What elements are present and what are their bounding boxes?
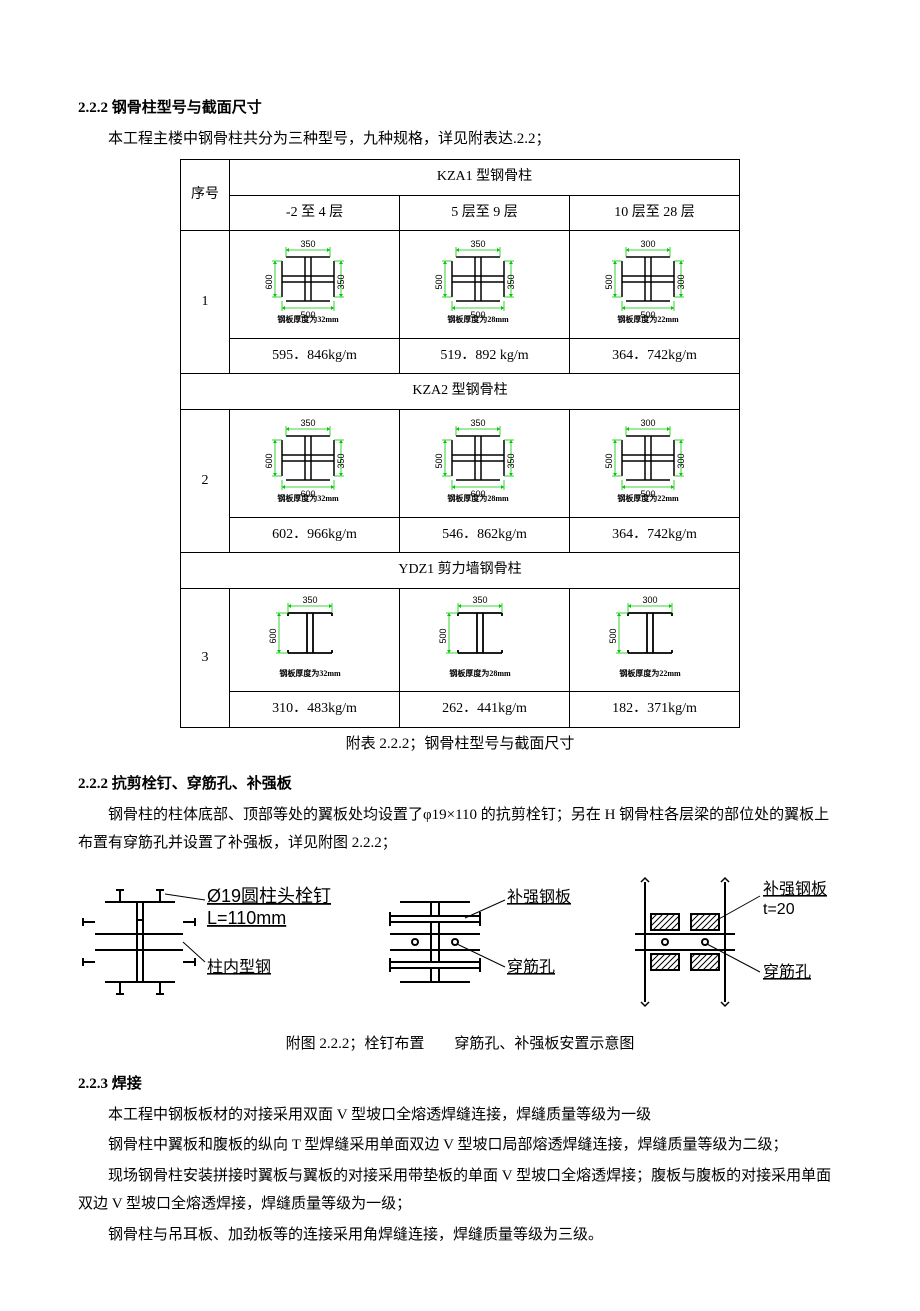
diagram-cell: 350600500350钢板厚度为28mm xyxy=(400,409,570,517)
weight: 310．483kg/m xyxy=(230,692,400,728)
svg-text:500: 500 xyxy=(608,628,618,643)
svg-text:500: 500 xyxy=(604,275,614,290)
seq-num: 1 xyxy=(181,231,230,374)
svg-text:350: 350 xyxy=(336,453,346,468)
diagram-cell: 350500600350钢板厚度为32mm xyxy=(230,231,400,339)
svg-text:500: 500 xyxy=(438,628,448,643)
svg-text:钢板厚度为28mm: 钢板厚度为28mm xyxy=(447,314,509,323)
svg-text:300: 300 xyxy=(640,239,655,249)
weight: 364．742kg/m xyxy=(570,338,740,374)
svg-text:钢板厚度为28mm: 钢板厚度为28mm xyxy=(447,493,509,502)
section-221-heading: 2.2.2 钢骨柱型号与截面尺寸 xyxy=(78,94,842,123)
svg-text:350: 350 xyxy=(300,418,315,428)
svg-text:350: 350 xyxy=(470,418,485,428)
svg-text:350: 350 xyxy=(302,595,317,605)
section-223-p3: 现场钢骨柱安装拼接时翼板与翼板的对接采用带垫板的单面 V 型坡口全熔透焊接；腹板… xyxy=(78,1162,842,1219)
fig1-label3: 柱内型钢 xyxy=(207,958,271,976)
diagram-cell: 350 600 钢板厚度为32mm xyxy=(230,588,400,692)
fig3-label2: 穿筋孔 xyxy=(763,963,811,981)
col-header: -2 至 4 层 xyxy=(230,195,400,231)
svg-text:500: 500 xyxy=(434,275,444,290)
weight: 182．371kg/m xyxy=(570,692,740,728)
svg-text:300: 300 xyxy=(642,595,657,605)
diagram-cell: 350500500350钢板厚度为28mm xyxy=(400,231,570,339)
diagram-cell: 300500500300钢板厚度为22mm xyxy=(570,231,740,339)
svg-text:300: 300 xyxy=(676,275,686,290)
section-223-p1: 本工程中钢板板材的对接采用双面 V 型坡口全熔透焊缝连接，焊缝质量等级为一级 xyxy=(78,1101,842,1130)
svg-text:350: 350 xyxy=(506,275,516,290)
section-223-p2: 钢骨柱中翼板和腹板的纵向 T 型焊缝采用单面双边 V 型坡口局部熔透焊缝连接，焊… xyxy=(78,1131,842,1160)
seq-num: 2 xyxy=(181,409,230,552)
spec-table: 序号 KZA1 型钢骨柱 -2 至 4 层 5 层至 9 层 10 层至 28 … xyxy=(180,159,740,728)
svg-text:钢板厚度为22mm: 钢板厚度为22mm xyxy=(619,668,681,677)
fig1-label1: Ø19圆柱头栓钉 xyxy=(207,886,331,906)
svg-text:500: 500 xyxy=(604,453,614,468)
section-222-heading: 2.2.2 抗剪栓钉、穿筋孔、补强板 xyxy=(78,770,842,799)
section-221-intro: 本工程主楼中钢骨柱共分为三种型号，九种规格，详见附表达.2.2； xyxy=(78,125,842,154)
weight: 364．742kg/m xyxy=(570,517,740,553)
fig2-label1: 补强钢板 xyxy=(507,888,571,906)
col-header: 10 层至 28 层 xyxy=(570,195,740,231)
group-title: KZA2 型钢骨柱 xyxy=(181,374,740,410)
svg-text:钢板厚度为22mm: 钢板厚度为22mm xyxy=(617,314,679,323)
diagram-cell: 350 500 钢板厚度为28mm xyxy=(400,588,570,692)
figure-2: 补强钢板 穿筋孔 xyxy=(365,872,585,1012)
svg-text:600: 600 xyxy=(268,628,278,643)
svg-text:300: 300 xyxy=(676,453,686,468)
fig3-label1: 补强钢板 xyxy=(763,880,827,898)
section-223-p4: 钢骨柱与吊耳板、加劲板等的连接采用角焊缝连接，焊缝质量等级为三级。 xyxy=(78,1221,842,1250)
fig1-label2: L=110mm xyxy=(207,908,286,928)
svg-text:钢板厚度为22mm: 钢板厚度为22mm xyxy=(617,493,679,502)
svg-text:钢板厚度为32mm: 钢板厚度为32mm xyxy=(279,668,341,677)
svg-text:500: 500 xyxy=(434,453,444,468)
svg-text:钢板厚度为32mm: 钢板厚度为32mm xyxy=(277,314,339,323)
fig2-label2: 穿筋孔 xyxy=(507,958,555,976)
table-caption: 附表 2.2.2；钢骨柱型号与截面尺寸 xyxy=(78,730,842,759)
svg-text:钢板厚度为28mm: 钢板厚度为28mm xyxy=(449,668,511,677)
seq-num: 3 xyxy=(181,588,230,727)
svg-text:钢板厚度为32mm: 钢板厚度为32mm xyxy=(277,493,339,502)
svg-text:350: 350 xyxy=(472,595,487,605)
figure-1: Ø19圆柱头栓钉 L=110mm 柱内型钢 xyxy=(75,872,335,1012)
col-header: 5 层至 9 层 xyxy=(400,195,570,231)
group-title: KZA1 型钢骨柱 xyxy=(230,160,740,196)
weight: 602．966kg/m xyxy=(230,517,400,553)
figure-3: 补强钢板 t=20 穿筋孔 xyxy=(615,872,845,1012)
section-222-body: 钢骨柱的柱体底部、顶部等处的翼板处均设置了φ19×110 的抗剪栓钉；另在 H … xyxy=(78,801,842,858)
svg-text:350: 350 xyxy=(336,275,346,290)
diagram-cell: 300 500 钢板厚度为22mm xyxy=(570,588,740,692)
diagram-cell: 350600600350钢板厚度为32mm xyxy=(230,409,400,517)
weight: 546．862kg/m xyxy=(400,517,570,553)
svg-text:350: 350 xyxy=(506,453,516,468)
figure-caption: 附图 2.2.2；栓钉布置 穿筋孔、补强板安置示意图 xyxy=(78,1030,842,1059)
group-title: YDZ1 剪力墙钢骨柱 xyxy=(181,553,740,589)
weight: 595．846kg/m xyxy=(230,338,400,374)
diagram-cell: 300500500300钢板厚度为22mm xyxy=(570,409,740,517)
section-223-heading: 2.2.3 焊接 xyxy=(78,1070,842,1099)
svg-text:300: 300 xyxy=(640,418,655,428)
svg-text:350: 350 xyxy=(470,239,485,249)
figure-row: Ø19圆柱头栓钉 L=110mm 柱内型钢 xyxy=(78,872,842,1012)
svg-text:350: 350 xyxy=(300,239,315,249)
fig3-label1b: t=20 xyxy=(763,901,795,918)
svg-text:600: 600 xyxy=(264,275,274,290)
weight: 519．892 kg/m xyxy=(400,338,570,374)
svg-text:600: 600 xyxy=(264,453,274,468)
seq-header: 序号 xyxy=(181,160,230,231)
weight: 262．441kg/m xyxy=(400,692,570,728)
